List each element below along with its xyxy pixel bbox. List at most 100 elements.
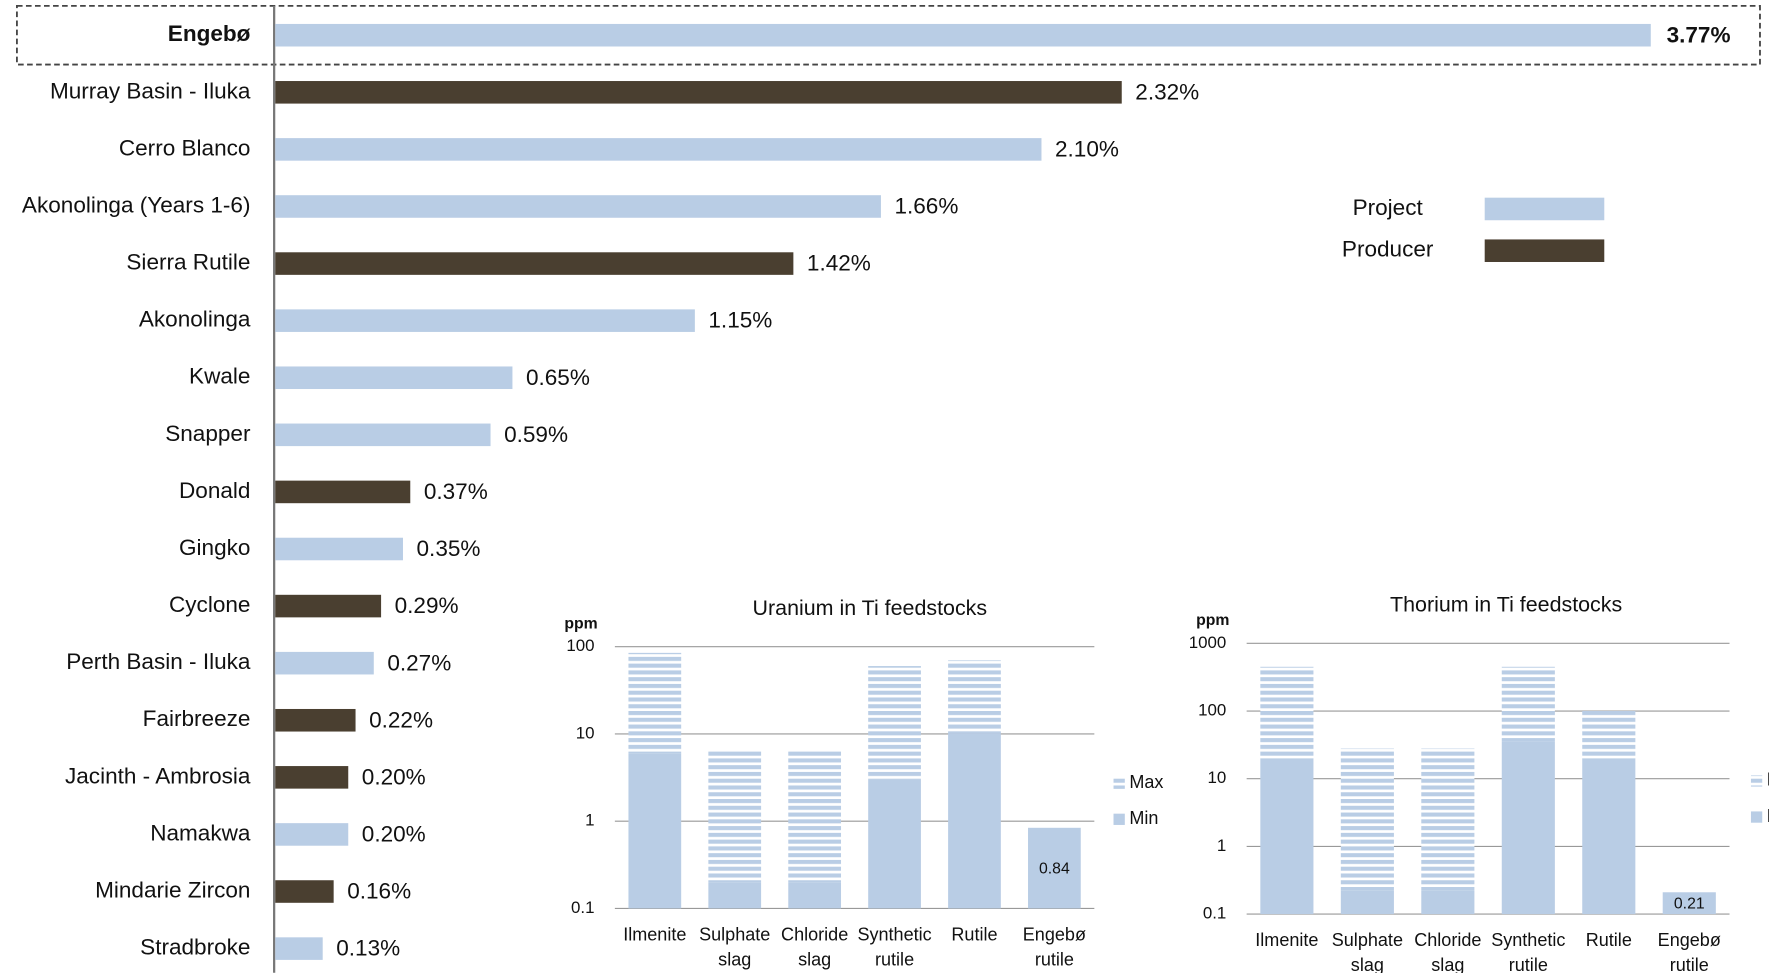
bar-segment	[1421, 748, 1475, 891]
x-tick-label: Synthetic rutile	[1491, 930, 1565, 973]
bar-segment	[708, 882, 762, 909]
x-tick-label: Engebø rutile	[1023, 924, 1086, 969]
legend-swatch	[1484, 197, 1605, 221]
bar-segment	[1340, 748, 1394, 891]
y-tick-label: 0.1	[1203, 904, 1227, 923]
bar	[275, 252, 794, 275]
value-label: 0.37%	[424, 479, 488, 504]
bar	[275, 309, 695, 332]
category-label: Jacinth - Ambrosia	[65, 763, 251, 788]
legend-label: Min	[1129, 808, 1158, 828]
x-tick-label: Ilmenite	[623, 924, 686, 944]
x-tick-label: Rutile	[1586, 930, 1632, 950]
x-tick-label: Sulphate slag	[1332, 930, 1403, 973]
bar	[275, 423, 491, 447]
y-tick-label: 10	[1208, 768, 1227, 787]
x-tick-label: Sulphate slag	[699, 924, 770, 969]
bar	[275, 708, 356, 732]
y-axis-label: ppm	[1196, 612, 1229, 629]
legend-label: Max	[1129, 772, 1163, 792]
value-label: 0.22%	[369, 707, 433, 732]
category-label: Cyclone	[169, 592, 250, 617]
chart-title: Thorium in Ti feedstocks	[1390, 593, 1622, 617]
x-tick-label: Engebø rutile	[1658, 930, 1721, 973]
value-label: 0.20%	[362, 822, 426, 847]
y-axis-label: ppm	[564, 615, 597, 632]
bar-segment	[1260, 666, 1314, 759]
bar	[275, 195, 881, 218]
bar	[275, 880, 334, 903]
legend-label: Project	[1353, 195, 1424, 220]
value-label: 1.15%	[708, 308, 772, 333]
legend-swatch	[1750, 775, 1763, 787]
legend-swatch	[1113, 777, 1125, 789]
category-label: Murray Basin - Iluka	[50, 78, 251, 103]
bar	[275, 480, 411, 504]
bar	[275, 537, 403, 561]
bar	[275, 138, 1042, 161]
value-label: 0.84	[1039, 860, 1070, 877]
category-label: Gingko	[179, 535, 250, 560]
bar	[275, 651, 374, 675]
y-tick-label: 10	[576, 723, 595, 742]
x-tick-label: Rutile	[951, 924, 997, 944]
bar	[275, 366, 513, 390]
legend-label: Max	[1767, 770, 1769, 790]
chart-title: Uranium in Ti feedstocks	[753, 596, 988, 620]
category-label: Snapper	[165, 421, 251, 446]
value-label: 0.16%	[347, 879, 411, 904]
y-tick-label: 100	[566, 636, 594, 655]
x-tick-label: Synthetic rutile	[857, 924, 931, 969]
value-label: 1.42%	[807, 251, 871, 276]
value-label: 0.29%	[395, 593, 459, 618]
bar	[275, 823, 349, 846]
bar	[275, 81, 1122, 104]
bar-segment	[1501, 666, 1555, 742]
value-label: 1.66%	[894, 194, 958, 219]
value-label: 0.21	[1674, 895, 1705, 912]
value-label: 0.35%	[417, 536, 481, 561]
bar	[275, 23, 1651, 47]
x-tick-label: Chloride slag	[1414, 930, 1481, 973]
value-label: 0.13%	[336, 936, 400, 961]
category-label: Stradbroke	[140, 935, 250, 960]
y-tick-label: 0.1	[571, 898, 595, 917]
value-label: 2.32%	[1135, 79, 1199, 104]
category-label: Engebø	[168, 21, 251, 46]
bar-segment	[1421, 890, 1475, 915]
value-label: 0.20%	[362, 764, 426, 789]
category-label: Kwale	[189, 364, 250, 389]
value-label: 3.77%	[1667, 22, 1731, 47]
y-tick-label: 1	[1217, 836, 1226, 855]
bar-segment	[1501, 741, 1555, 915]
bar-segment	[1340, 890, 1394, 915]
value-label: 2.10%	[1055, 136, 1119, 161]
category-label: Namakwa	[150, 820, 251, 845]
bar-segment	[708, 751, 762, 883]
y-tick-label: 100	[1198, 700, 1226, 719]
category-label: Mindarie Zircon	[95, 877, 250, 902]
value-label: 0.59%	[504, 422, 568, 447]
legend-swatch	[1113, 813, 1125, 825]
category-label: Perth Basin - Iluka	[66, 649, 251, 674]
legend-label: Min	[1767, 806, 1769, 826]
x-tick-label: Ilmenite	[1255, 930, 1318, 950]
category-label: Cerro Blanco	[119, 135, 251, 160]
bar-segment	[1582, 758, 1636, 915]
legend-swatch	[1750, 811, 1763, 823]
bar	[275, 766, 349, 789]
y-tick-label: 1000	[1189, 633, 1227, 652]
category-label: Akonolinga (Years 1-6)	[22, 192, 251, 217]
bar-segment	[868, 666, 921, 780]
bar-segment	[628, 753, 682, 909]
legend-swatch	[1484, 239, 1605, 262]
y-tick-label: 1	[585, 811, 594, 830]
bar-segment	[1260, 758, 1314, 915]
bar-segment	[1582, 711, 1636, 759]
value-label: 0.65%	[526, 365, 590, 390]
bar-segment	[948, 660, 1001, 734]
bar-segment	[788, 882, 842, 909]
bar-segment	[628, 652, 682, 754]
